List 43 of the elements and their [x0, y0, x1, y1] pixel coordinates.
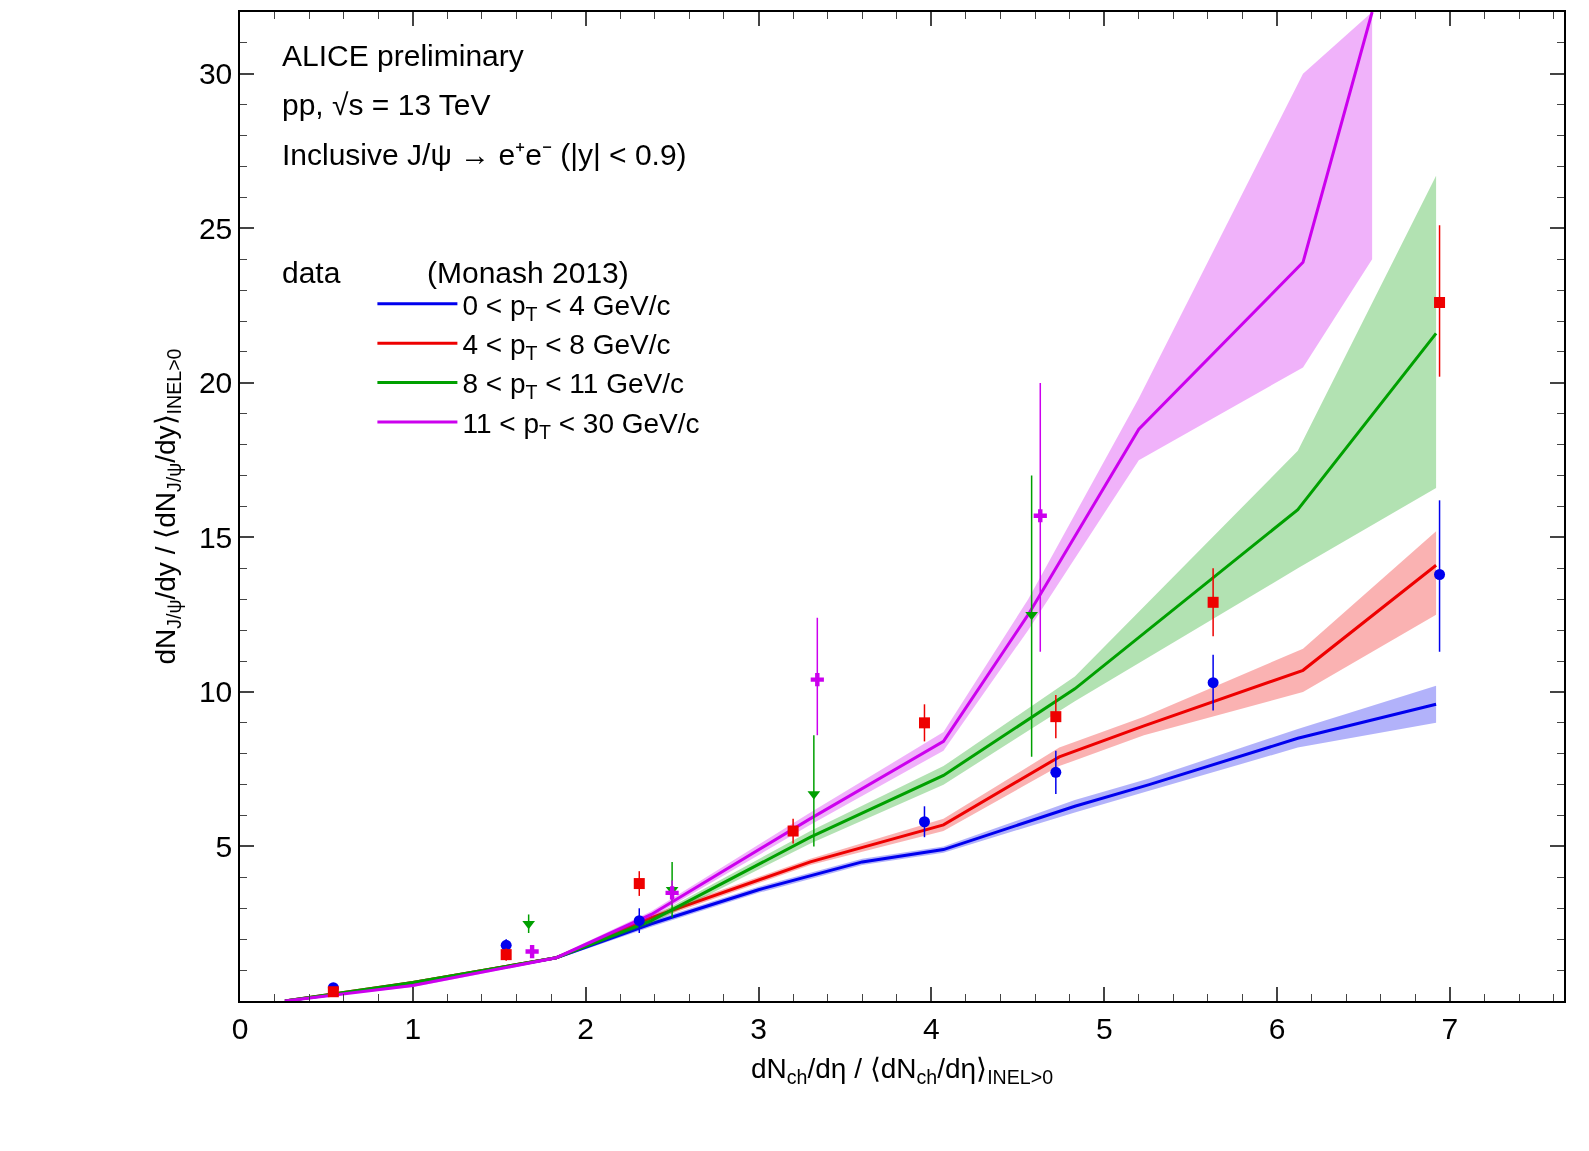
annotation: (Monash 2013): [427, 256, 629, 289]
annotation: ALICE preliminary: [282, 39, 524, 72]
legend-label: 0 < p$_{T}$ < 4 GeV/c: [462, 289, 671, 325]
point: [810, 672, 824, 687]
point: [525, 944, 539, 959]
legend-label: 4 < p$_{T}$ < 8 GeV/c: [462, 329, 671, 364]
point: [633, 915, 645, 927]
point: [500, 949, 512, 961]
point: [787, 825, 799, 837]
annotation: Inclusive J/ψ → e⁺e⁻ (|y| < 0.9): [282, 138, 687, 171]
point: [633, 878, 645, 890]
y-tick-label: 10: [198, 675, 233, 709]
point: [1434, 297, 1446, 309]
x-axis-title: dN$_{ch}$/dη / ⟨dN$_{ch}$/dη⟩$_{INEL>0}$: [750, 1053, 1054, 1089]
point: [1025, 611, 1038, 621]
point: [918, 717, 930, 729]
x-tick-label: 3: [750, 1011, 767, 1045]
annotation: pp, √s = 13 TeV: [282, 88, 491, 121]
point: [522, 920, 535, 930]
x-tick-label: 5: [1095, 1011, 1113, 1045]
y-tick-label: 15: [198, 520, 233, 554]
x-tick-label: 2: [577, 1011, 595, 1045]
x-tick-label: 6: [1268, 1011, 1286, 1045]
point: [1050, 766, 1062, 778]
y-tick-label: 5: [215, 829, 233, 863]
legend-label: 8 < p$_{T}$ < 11 GeV/c: [462, 368, 684, 404]
point: [1434, 568, 1446, 580]
y-tick-label: 30: [198, 57, 233, 91]
x-tick-label: 0: [231, 1011, 249, 1045]
point: [1033, 509, 1047, 523]
point: [918, 816, 930, 828]
y-tick-label: 20: [198, 366, 233, 400]
x-tick-label: 7: [1441, 1011, 1459, 1045]
x-tick-label: 1: [404, 1011, 422, 1045]
x-tick-label: 4: [923, 1011, 940, 1045]
point: [665, 886, 679, 900]
point: [327, 986, 339, 998]
y-tick-label: 25: [198, 211, 233, 245]
point: [1207, 677, 1219, 689]
point: [1207, 596, 1219, 608]
legend-label: 11 < p$_{T}$ < 30 GeV/c: [462, 407, 700, 443]
point: [1050, 711, 1062, 723]
annotation: data: [282, 256, 341, 289]
